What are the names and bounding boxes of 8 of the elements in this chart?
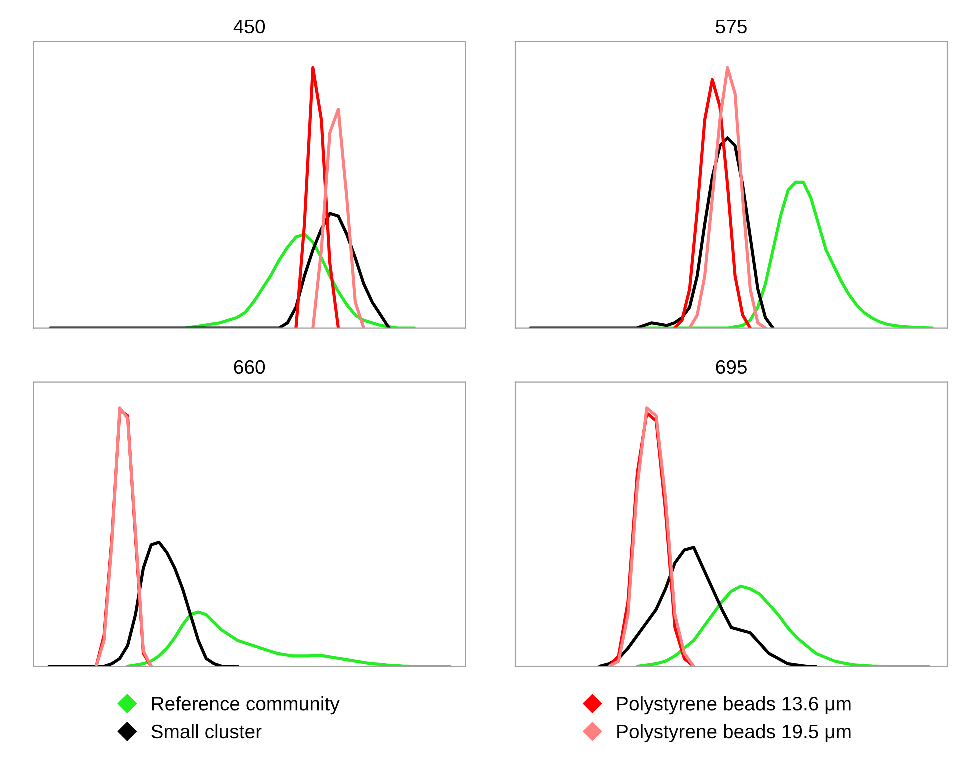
- legend-label: Polystyrene beads 13.6 μm: [618, 696, 851, 715]
- chart-title: 450: [234, 20, 266, 34]
- chart-title: 660: [234, 360, 266, 374]
- chart-title: 695: [716, 360, 747, 374]
- legend-label: Reference community: [152, 696, 340, 715]
- legend-label: Small cluster: [152, 724, 262, 739]
- chart-title: 575: [716, 20, 747, 34]
- legend-label: Polystyrene beads 19.5 μm: [618, 724, 851, 742]
